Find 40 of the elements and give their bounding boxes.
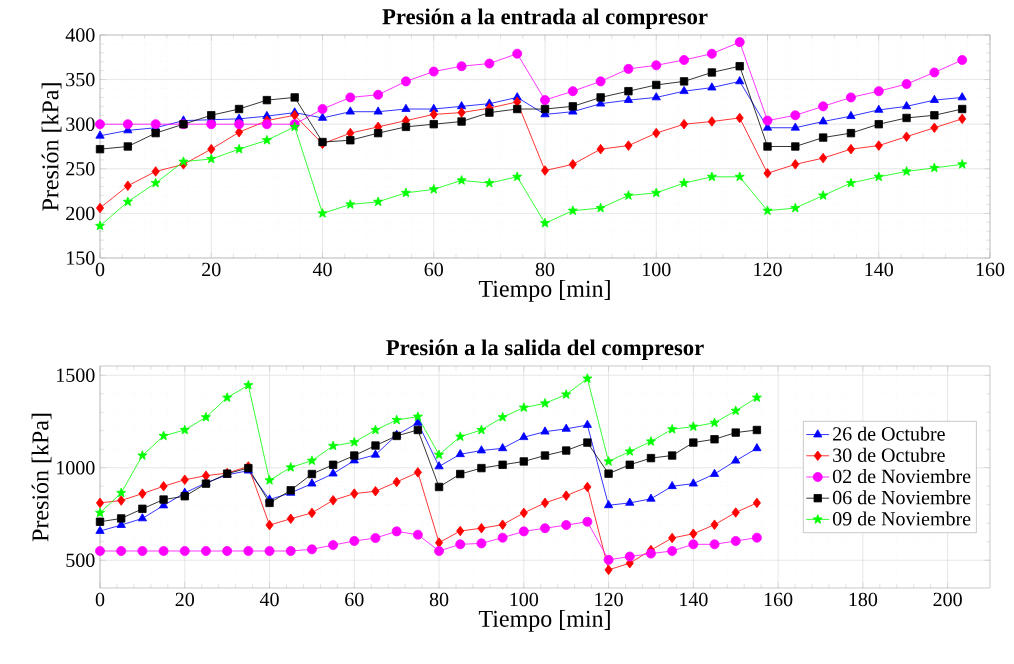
legend-label: 09 de Noviembre <box>832 511 971 526</box>
x-tick-label: 100 <box>643 262 671 277</box>
x-tick-label: 20 <box>202 262 221 277</box>
x-tick-label: 160 <box>976 262 1005 277</box>
y-tick-label: 200 <box>66 206 95 221</box>
x-axis-title: Tiempo [min] <box>478 280 610 302</box>
y-tick-label: 1000 <box>57 460 95 475</box>
y-tick-label: 500 <box>66 553 95 567</box>
y-tick-label: 150 <box>67 251 95 265</box>
y-tick-label: 300 <box>66 117 95 131</box>
x-tick-label: 160 <box>764 592 793 607</box>
y-axis-title: Presión [kPa] <box>31 413 52 542</box>
x-tick-label: 60 <box>345 592 364 607</box>
legend-label: 06 de Noviembre <box>832 490 971 505</box>
x-tick-label: 60 <box>424 262 443 277</box>
x-tick-label: 80 <box>535 262 555 277</box>
x-tick-label: 120 <box>754 262 782 277</box>
x-tick-label: 100 <box>510 592 539 607</box>
y-axis-title: Presión [kPa] <box>41 83 62 211</box>
legend-label: 02 de Noviembre <box>832 469 971 484</box>
x-tick-label: 0 <box>95 262 105 277</box>
x-tick-label: 200 <box>933 592 962 607</box>
x-tick-label: 40 <box>259 592 279 607</box>
chart-title: Presión a la entrada al compresor <box>382 8 708 29</box>
x-tick-label: 140 <box>680 592 708 607</box>
x-tick-label: 180 <box>849 592 878 607</box>
x-tick-label: 140 <box>865 262 893 277</box>
y-tick-label: 350 <box>66 72 95 87</box>
x-axis-title: Tiempo [min] <box>478 610 610 632</box>
legend-label: 26 de Octubre <box>833 426 945 441</box>
legend-label: 30 de Octubre <box>833 447 945 462</box>
y-tick-label: 400 <box>65 28 95 42</box>
chart-title: Presión a la salida del compresor <box>386 339 704 360</box>
x-tick-label: 0 <box>95 592 105 607</box>
y-tick-label: 1500 <box>57 368 95 382</box>
x-tick-label: 40 <box>312 262 332 277</box>
x-tick-label: 120 <box>595 592 623 607</box>
y-tick-label: 250 <box>66 162 95 176</box>
x-tick-label: 80 <box>429 592 449 607</box>
x-tick-label: 20 <box>175 592 195 607</box>
